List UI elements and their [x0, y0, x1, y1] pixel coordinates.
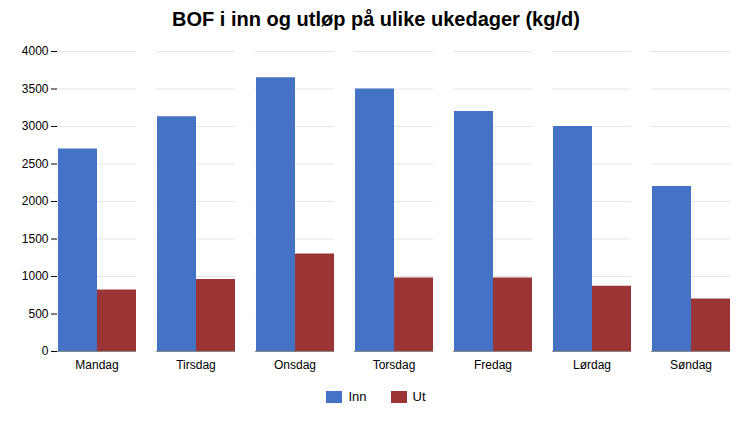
svg-text:2000: 2000 — [22, 194, 49, 208]
svg-text:Mandag: Mandag — [75, 358, 118, 372]
html-text:BOF i inn og utløp på ulike uk: BOF i inn og utløp på ulike ukedager (kg… — [172, 8, 580, 30]
svg-text:0: 0 — [42, 344, 49, 358]
svg-text:Tirsdag: Tirsdag — [176, 358, 216, 372]
svg-text:Fredag: Fredag — [474, 358, 512, 372]
html-text:Inn: Inn — [348, 389, 367, 404]
svg-text:1500: 1500 — [22, 232, 49, 246]
svg-text:Onsdag: Onsdag — [274, 358, 316, 372]
svg-text:2500: 2500 — [22, 157, 49, 171]
svg-text:1000: 1000 — [22, 269, 49, 283]
svg-text:Torsdag: Torsdag — [373, 358, 416, 372]
html-text:Ut: Ut — [412, 389, 426, 404]
svg-text:500: 500 — [28, 307, 48, 321]
svg-text:Søndag: Søndag — [670, 358, 712, 372]
svg-text:3000: 3000 — [22, 119, 49, 133]
svg-text:4000: 4000 — [22, 44, 49, 58]
svg-text:3500: 3500 — [22, 82, 49, 96]
svg-text:Lørdag: Lørdag — [573, 358, 611, 372]
